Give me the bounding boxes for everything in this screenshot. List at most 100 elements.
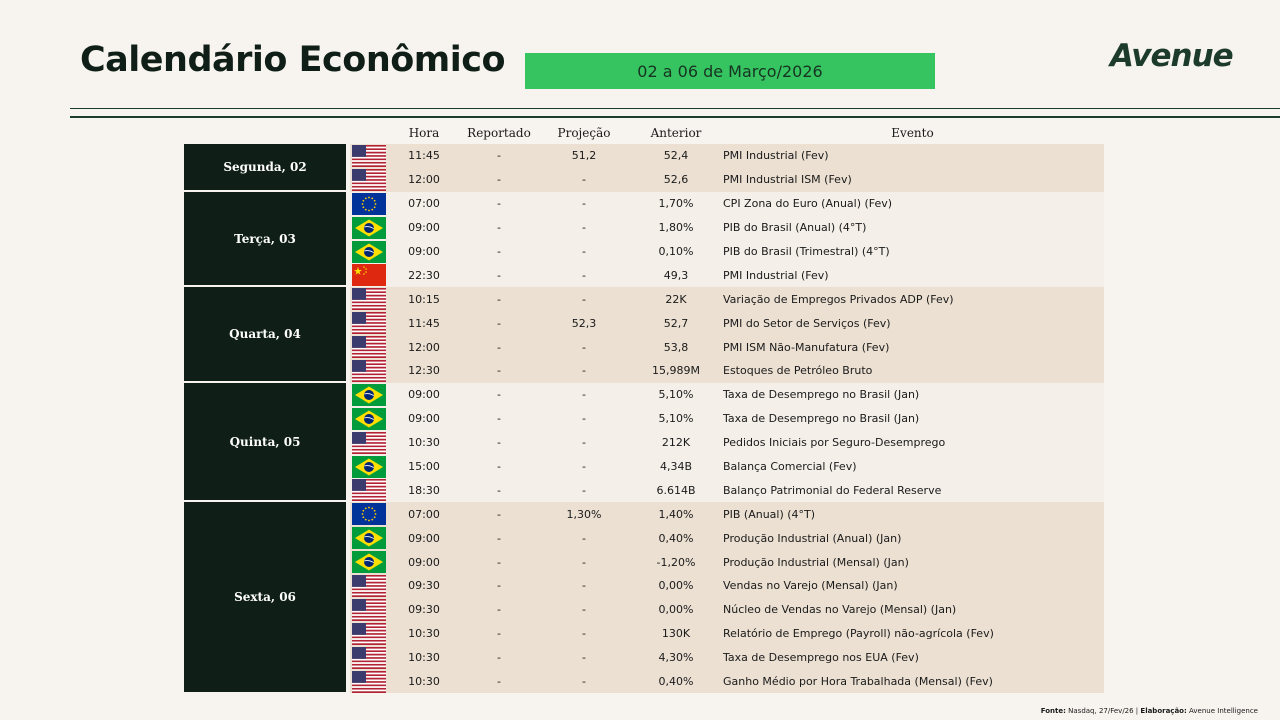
br-flag-icon [352,551,386,574]
table-row: 10:30 - - 212K Pedidos Iniciais por Seguro-D… [350,430,1104,455]
cell-hora: 10:30 [408,651,440,665]
cell-hora: 09:00 [408,388,440,402]
cell-projecao: 52,3 [571,316,597,330]
us-flag-icon [352,575,386,598]
table-row: 09:00 - - -1,20% Produção Industrial (Mensal… [350,550,1104,575]
cell-anterior: 1,80% [658,221,694,235]
cell-anterior: 52,4 [663,149,689,163]
br-flag-icon [352,455,386,478]
cell-hora: 10:30 [408,627,440,641]
cell-anterior: 4,34B [659,460,693,474]
cell-projecao: - [582,579,586,593]
cell-anterior: -1,20% [656,555,696,569]
cell-evento: Taxa de Desemprego nos EUA (Fev) [723,651,919,665]
cell-projecao: - [582,197,586,211]
cell-hora: 11:45 [408,316,440,330]
us-flag-icon [352,598,386,621]
column-header-reportado: Reportado [467,126,531,140]
cell-reportado: - [497,507,501,521]
cell-hora: 22:30 [408,268,440,282]
br-flag-icon [352,216,386,239]
cell-projecao: 1,30% [566,507,602,521]
cell-anterior: 0,00% [658,603,694,617]
eu-flag-icon [352,192,386,215]
us-flag-icon [352,168,386,191]
cell-projecao: - [582,627,586,641]
cell-evento: Taxa de Desemprego no Brasil (Jan) [723,388,920,402]
cell-anterior: 1,70% [658,197,694,211]
cell-reportado: - [497,316,501,330]
cell-evento: Relatório de Emprego (Payroll) não-agríc… [723,627,994,641]
day-label: Terça, 03 [184,191,346,288]
cell-anterior: 212K [661,436,691,450]
cell-reportado: - [497,460,501,474]
cell-evento: Ganho Médio por Hora Trabalhada (Mensal)… [723,675,993,689]
cell-reportado: - [497,149,501,163]
cell-hora: 09:30 [408,579,440,593]
divider-line [70,108,1280,109]
cell-reportado: - [497,197,501,211]
cell-projecao: - [582,460,586,474]
us-flag-icon [352,312,386,335]
table-row: 09:00 - - 0,40% Produção Industrial (Anual) … [350,526,1104,551]
cell-evento: Produção Industrial (Anual) (Jan) [723,531,902,545]
footer-author-label: Elaboração: [1140,707,1187,715]
cell-evento: PMI ISM Não-Manufatura (Fev) [723,340,890,354]
cell-projecao: - [582,292,586,306]
cell-projecao: - [582,651,586,665]
page-title: Calendário Econômico [80,40,506,80]
table-row: 10:30 - - 4,30% Taxa de Desemprego nos EUA (… [350,645,1104,670]
cell-anterior: 5,10% [658,412,694,426]
cell-hora: 09:30 [408,603,440,617]
cell-evento: PMI Industrial (Fev) [723,268,829,282]
cell-anterior: 0,00% [658,579,694,593]
us-flag-icon [352,145,386,167]
table-row: 12:30 - - 15,989M Estoques de Petróleo Bruto [350,359,1104,383]
cell-anterior: 130K [661,627,691,641]
cell-hora: 15:00 [408,460,440,474]
cell-anterior: 49,3 [663,268,689,282]
br-flag-icon [352,240,386,263]
cell-projecao: - [582,173,586,187]
table-row: 11:45 - 51,2 52,4 PMI Industrial (Fev) [350,144,1104,168]
cell-reportado: - [497,531,501,545]
table-row: 12:00 - - 52,6 PMI Industrial ISM (Fev) [350,167,1104,192]
table-row: 09:00 - - 5,10% Taxa de Desemprego no Brasil… [350,382,1104,407]
cell-projecao: - [582,245,586,258]
cell-hora: 12:00 [408,340,440,354]
column-header-hora: Hora [408,126,440,140]
table-row: 09:00 - - 0,10% PIB do Brasil (Trimestral) (… [350,239,1104,264]
source-footer: Fonte: Nasdaq, 27/Fev/26 | Elaboração: A… [1041,707,1258,715]
cell-evento: PMI do Setor de Serviços (Fev) [723,316,891,330]
br-flag-icon [352,383,386,406]
cell-anterior: 53,8 [663,340,689,354]
cell-hora: 10:30 [408,436,440,450]
cell-anterior: 0,10% [658,245,694,258]
cell-reportado: - [497,483,501,497]
cell-projecao: - [582,675,586,689]
us-flag-icon [352,622,386,645]
cell-evento: PMI Industrial (Fev) [723,149,829,163]
cell-anterior: 5,10% [658,388,694,402]
cell-reportado: - [497,173,501,187]
cell-projecao: - [582,412,586,426]
cell-reportado: - [497,292,501,306]
cell-reportado: - [497,555,501,569]
date-range-badge: 02 a 06 de Março/2026 [525,53,935,89]
cell-reportado: - [497,651,501,665]
table-row: 09:00 - - 1,80% PIB do Brasil (Anual) (4°T) [350,215,1104,240]
table-row: 10:15 - - 22K Variação de Empregos Privados … [350,287,1104,312]
cell-hora: 12:00 [408,173,440,187]
cell-projecao: 51,2 [571,149,597,163]
cell-evento: Núcleo de Vendas no Varejo (Mensal) (Jan… [723,603,957,617]
cell-projecao: - [582,221,586,235]
cell-reportado: - [497,245,501,258]
day-label: Quinta, 05 [184,382,346,503]
cell-hora: 09:00 [408,555,440,569]
br-flag-icon [352,527,386,550]
table-row: 12:00 - - 53,8 PMI ISM Não-Manufatura (Fev) [350,335,1104,360]
cell-anterior: 6.614B [656,483,696,497]
cell-evento: PIB (Anual) (4°T) [723,507,816,521]
cell-anterior: 4,30% [658,651,694,665]
us-flag-icon [352,288,386,311]
